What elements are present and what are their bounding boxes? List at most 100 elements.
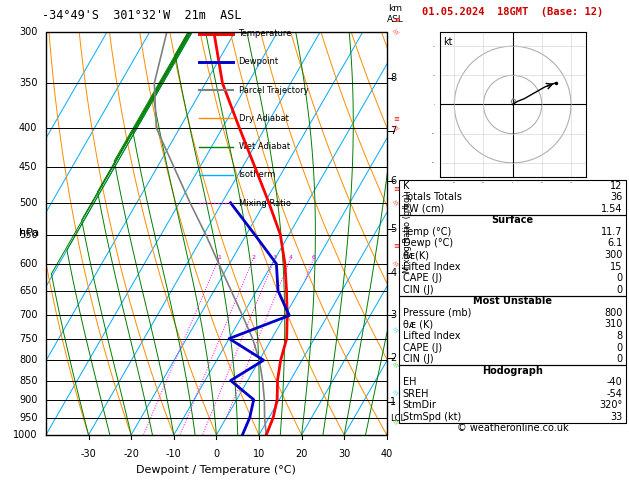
Text: ///: /// — [392, 199, 399, 207]
Text: θᴁ (K): θᴁ (K) — [403, 319, 433, 330]
Text: 0: 0 — [616, 273, 623, 283]
Text: ///: /// — [392, 260, 399, 268]
Text: 550: 550 — [19, 230, 37, 240]
Text: 0: 0 — [616, 285, 623, 295]
Text: 800: 800 — [19, 355, 37, 365]
Text: Hodograph: Hodograph — [482, 366, 543, 376]
Text: Lifted Index: Lifted Index — [403, 331, 460, 341]
Text: ///: /// — [392, 28, 399, 35]
Text: © weatheronline.co.uk: © weatheronline.co.uk — [457, 422, 569, 433]
Text: km
ASL: km ASL — [387, 4, 404, 23]
Text: 450: 450 — [19, 162, 37, 173]
Text: Dewp (°C): Dewp (°C) — [403, 239, 453, 248]
Text: 15: 15 — [610, 261, 623, 272]
Text: 600: 600 — [19, 259, 37, 269]
Text: Dry Adiabat: Dry Adiabat — [238, 114, 289, 123]
Text: 800: 800 — [604, 308, 623, 318]
Text: 20: 20 — [296, 449, 308, 459]
Text: 7: 7 — [390, 126, 396, 136]
Text: 6: 6 — [312, 255, 316, 260]
Text: SREH: SREH — [403, 389, 429, 399]
Text: -40: -40 — [607, 377, 623, 387]
Text: 36: 36 — [611, 192, 623, 202]
Text: 12: 12 — [610, 181, 623, 191]
Text: 40: 40 — [381, 449, 393, 459]
Text: 310: 310 — [604, 319, 623, 330]
Text: 3: 3 — [390, 311, 396, 320]
Text: Temp (°C): Temp (°C) — [403, 227, 451, 237]
Text: ///: /// — [392, 124, 399, 132]
Text: 0: 0 — [213, 449, 220, 459]
Text: kt: kt — [443, 37, 452, 48]
Text: 300: 300 — [19, 27, 37, 36]
Text: ///: /// — [392, 388, 399, 396]
Text: 4: 4 — [289, 255, 292, 260]
Text: 5: 5 — [390, 224, 396, 233]
Text: Pressure (mb): Pressure (mb) — [403, 308, 471, 318]
Text: Most Unstable: Most Unstable — [473, 296, 552, 306]
Text: K: K — [403, 181, 409, 191]
Text: 650: 650 — [19, 286, 37, 295]
Text: CIN (J): CIN (J) — [403, 354, 433, 364]
Text: Isotherm: Isotherm — [238, 170, 276, 179]
Text: 300: 300 — [604, 250, 623, 260]
Text: StmSpd (kt): StmSpd (kt) — [403, 412, 461, 422]
Text: StmDir: StmDir — [403, 400, 437, 411]
Text: Lifted Index: Lifted Index — [403, 261, 460, 272]
Text: Temperature: Temperature — [238, 29, 292, 38]
Text: 4: 4 — [390, 268, 396, 278]
Text: Mixing Ratio (g/kg): Mixing Ratio (g/kg) — [403, 193, 412, 273]
Text: Totals Totals: Totals Totals — [403, 192, 462, 202]
Text: ///: /// — [392, 361, 399, 368]
Text: θᴁ(K): θᴁ(K) — [403, 250, 430, 260]
Text: -20: -20 — [123, 449, 139, 459]
Text: 700: 700 — [19, 311, 37, 320]
Text: Mixing Ratio: Mixing Ratio — [238, 198, 291, 208]
Text: ///: /// — [392, 417, 399, 425]
Text: Parcel Trajectory: Parcel Trajectory — [238, 86, 308, 95]
Text: -54: -54 — [607, 389, 623, 399]
Text: CIN (J): CIN (J) — [403, 285, 433, 295]
Text: 33: 33 — [611, 412, 623, 422]
Text: 6.1: 6.1 — [608, 239, 623, 248]
Text: ≡: ≡ — [393, 17, 399, 23]
Text: 900: 900 — [19, 395, 37, 405]
Text: 30: 30 — [338, 449, 350, 459]
Text: 1: 1 — [390, 397, 396, 407]
Text: ≡: ≡ — [393, 186, 399, 192]
Text: 1.54: 1.54 — [601, 204, 623, 214]
Text: 2: 2 — [252, 255, 255, 260]
Text: 10: 10 — [253, 449, 265, 459]
Text: 1000: 1000 — [13, 430, 37, 440]
Text: -30: -30 — [81, 449, 96, 459]
Text: -34°49'S  301°32'W  21m  ASL: -34°49'S 301°32'W 21m ASL — [42, 9, 241, 21]
Text: 11.7: 11.7 — [601, 227, 623, 237]
Text: 850: 850 — [19, 376, 37, 385]
Text: CAPE (J): CAPE (J) — [403, 343, 442, 353]
Text: 400: 400 — [19, 123, 37, 133]
Text: 01.05.2024  18GMT  (Base: 12): 01.05.2024 18GMT (Base: 12) — [422, 7, 603, 17]
Text: 350: 350 — [19, 78, 37, 88]
Text: 320°: 320° — [599, 400, 623, 411]
Text: Dewpoint: Dewpoint — [238, 57, 279, 67]
Text: PW (cm): PW (cm) — [403, 204, 444, 214]
Text: ≡: ≡ — [393, 243, 399, 250]
Text: 8: 8 — [390, 73, 396, 84]
Text: ///: /// — [392, 326, 399, 333]
Text: 2: 2 — [390, 353, 396, 363]
Text: 0: 0 — [616, 343, 623, 353]
Text: 8: 8 — [616, 331, 623, 341]
Text: hPa: hPa — [19, 228, 39, 238]
Text: 6: 6 — [390, 176, 396, 186]
Text: Surface: Surface — [492, 215, 533, 226]
Text: 500: 500 — [19, 198, 37, 208]
Text: 3: 3 — [273, 255, 277, 260]
Text: LCL: LCL — [390, 415, 405, 423]
Text: 1: 1 — [217, 255, 221, 260]
Text: CAPE (J): CAPE (J) — [403, 273, 442, 283]
Text: 950: 950 — [19, 413, 37, 423]
Text: Dewpoint / Temperature (°C): Dewpoint / Temperature (°C) — [136, 465, 296, 475]
Text: 0: 0 — [616, 354, 623, 364]
Text: 750: 750 — [19, 333, 37, 344]
Text: -10: -10 — [166, 449, 182, 459]
